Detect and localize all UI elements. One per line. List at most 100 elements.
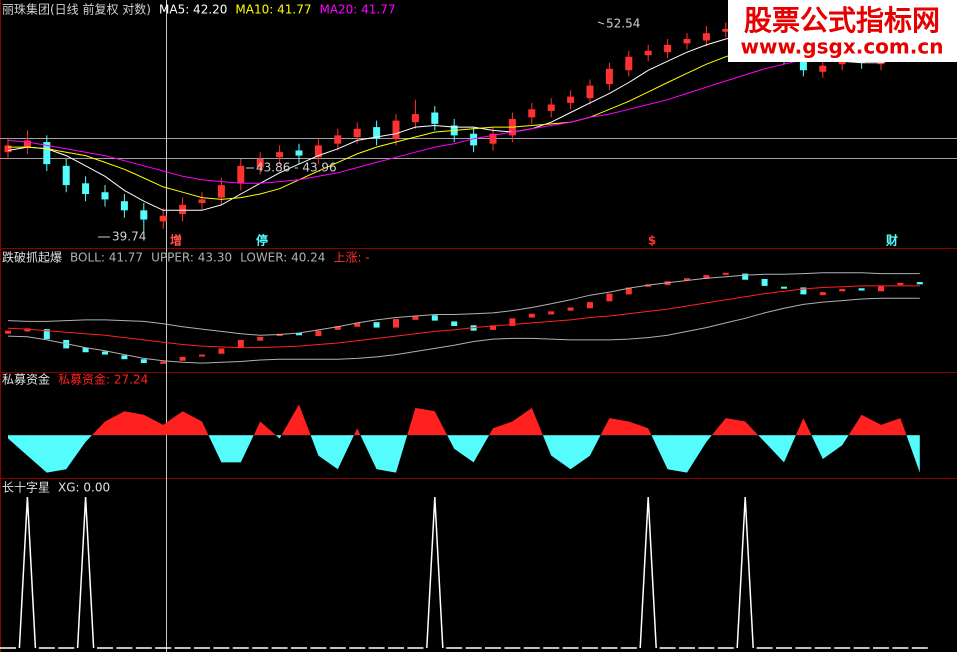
- legend-entry: 上涨: -: [333, 250, 369, 265]
- candle-body: [120, 201, 128, 211]
- boll-candle: [43, 329, 50, 340]
- boll-line: [7, 272, 920, 336]
- legend-entry: 私募资金: 27.24: [58, 372, 148, 387]
- candle-body: [567, 96, 575, 103]
- boll-candle: [179, 356, 186, 361]
- panel-title: 丽珠集团(日线 前复权 对数): [2, 2, 151, 17]
- candle-body: [237, 165, 245, 184]
- candle-body: [198, 199, 206, 204]
- boll-candle: [606, 293, 613, 302]
- candle-body: [373, 127, 381, 139]
- candle-body: [43, 142, 51, 165]
- candle-body: [625, 56, 633, 71]
- candle-body: [159, 215, 167, 222]
- candle-body: [722, 28, 730, 32]
- boll-candle: [431, 315, 438, 321]
- boll-candle: [5, 330, 11, 334]
- candle-body: [23, 140, 31, 148]
- boll-candle: [490, 325, 496, 330]
- candle-body: [392, 120, 400, 139]
- boll-candle: [237, 339, 244, 348]
- boll-candle: [451, 321, 458, 327]
- xg-spike: [18, 496, 37, 649]
- candle-body: [4, 145, 12, 153]
- candle-body: [489, 133, 497, 144]
- fund-area-positive: [8, 404, 920, 436]
- xg-spike: [76, 496, 95, 649]
- boll-line: [7, 297, 920, 364]
- candle-body: [314, 145, 322, 158]
- candle-body: [819, 65, 827, 72]
- boll-candle: [897, 282, 904, 286]
- boll-candle: [528, 313, 535, 318]
- legend-entry: BOLL: 41.77: [70, 251, 143, 265]
- watermark-title: 股票公式指标网: [744, 4, 940, 37]
- candle-body: [605, 68, 613, 85]
- boll-candle: [858, 288, 865, 291]
- boll-candle: [160, 361, 167, 364]
- boll-candle: [24, 328, 31, 332]
- boll-candle: [587, 302, 593, 309]
- annotation-leader: [597, 21, 605, 25]
- annotation: 39.74: [112, 230, 146, 244]
- boll-candle: [509, 318, 516, 327]
- watermark-url: www.gsgx.com.cn: [741, 35, 944, 59]
- legend-entry: MA10: 41.77: [235, 3, 311, 17]
- boll-line: [7, 285, 920, 349]
- legend-entry: MA20: 41.77: [319, 3, 395, 17]
- boll-candle: [722, 272, 729, 275]
- boll-candle: [839, 289, 846, 292]
- boll-candle: [373, 322, 380, 328]
- candle-body: [683, 38, 691, 44]
- boll-candle: [684, 278, 690, 281]
- candle-body: [431, 112, 439, 124]
- boll-candle: [742, 273, 749, 280]
- legend-entry: UPPER: 43.30: [151, 251, 232, 265]
- candle-body: [644, 50, 652, 56]
- boll-candle: [102, 351, 108, 355]
- candle-body: [411, 114, 419, 123]
- panel-title: 跌破抓起爆: [2, 250, 62, 265]
- candle-body: [62, 165, 70, 186]
- candle-body: [82, 183, 90, 195]
- boll-candle: [315, 330, 322, 337]
- candle-body: [334, 135, 342, 144]
- legend-entry: MA5: 42.20: [159, 3, 227, 17]
- boll-candle: [82, 347, 89, 353]
- boll-candle: [334, 326, 341, 330]
- boll-candle: [140, 359, 147, 364]
- boll-candle: [878, 285, 884, 292]
- candle-body: [353, 128, 361, 138]
- candle-body: [547, 104, 555, 111]
- candle-body: [528, 109, 536, 118]
- annotation: 43.86 - 43.96: [256, 161, 337, 175]
- boll-candle: [625, 287, 632, 295]
- boll-candle: [781, 286, 787, 289]
- plot-layer: 丽珠集团(日线 前复权 对数) MA5: 42.20 MA10: 41.77 MA20…: [0, 2, 928, 649]
- candle-body: [101, 192, 109, 200]
- boll-candle: [703, 275, 710, 279]
- boll-candle: [800, 287, 807, 295]
- candle-body: [140, 210, 148, 220]
- candle-body: [470, 133, 478, 146]
- boll-candle: [412, 316, 419, 320]
- candle-body: [702, 33, 710, 41]
- candle-body: [276, 152, 284, 158]
- boll-candle: [916, 282, 923, 285]
- signal-marker: 财: [885, 233, 898, 248]
- xg-spike: [639, 496, 657, 649]
- candle-body: [664, 44, 672, 53]
- candle-body: [586, 85, 594, 99]
- boll-candle: [393, 319, 399, 328]
- xg-spike: [736, 496, 754, 649]
- candle-body: [256, 158, 264, 168]
- legend-entry: LOWER: 40.24: [240, 251, 325, 265]
- xg-spike: [426, 496, 444, 649]
- boll-candle: [354, 322, 361, 327]
- boll-candle: [257, 336, 264, 341]
- signal-marker: 增: [170, 233, 182, 248]
- panel-title: 私募资金: [2, 372, 50, 387]
